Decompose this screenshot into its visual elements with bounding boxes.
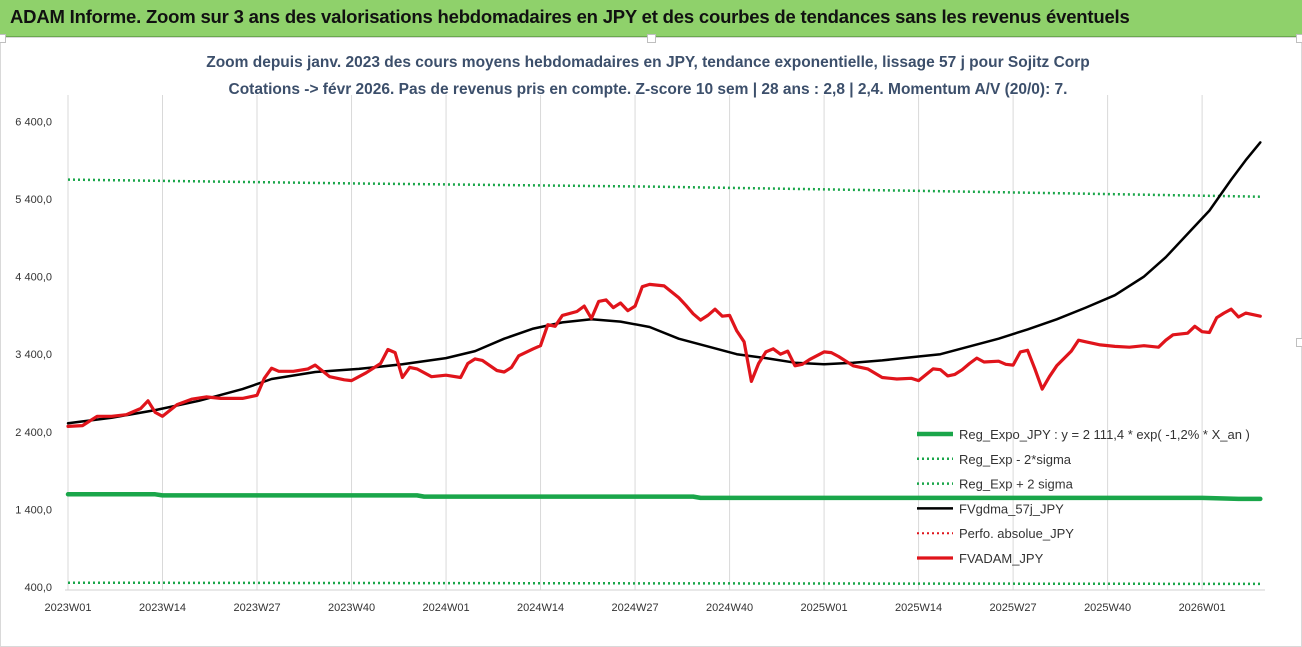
x-tick-label: 2024W27 — [612, 602, 659, 614]
chart-title-line-1: Zoom depuis janv. 2023 des cours moyens … — [206, 54, 1089, 71]
y-tick-label: 6 400,0 — [15, 116, 52, 128]
x-tick-label: 2024W14 — [517, 602, 564, 614]
y-axis-tick-labels: 400,0 1 400,0 2 400,0 3 400,0 4 400,0 5 400,0… — [15, 116, 52, 594]
series-lines — [65, 141, 1263, 586]
chart-title-line-2: Cotations -> févr 2026. Pas de revenus p… — [229, 81, 1068, 98]
x-tick-label: 2024W01 — [422, 602, 469, 614]
y-tick-label: 1 400,0 — [15, 504, 52, 516]
legend-label: Reg_Exp + 2 sigma — [959, 477, 1074, 492]
x-axis-tick-labels: 2023W01 2023W14 2023W27 2023W40 2024W01 2024W… — [44, 602, 1225, 614]
series-fvadam-line — [66, 282, 1262, 428]
legend-label: Reg_Expo_JPY : y = 2 111,4 * exp( -1,2% … — [959, 427, 1250, 442]
y-tick-label: 3 400,0 — [15, 349, 52, 361]
x-tick-label: 2023W27 — [233, 602, 280, 614]
legend: Reg_Expo_JPY : y = 2 111,4 * exp( -1,2% … — [917, 427, 1250, 566]
legend-label: FVgdma_57j_JPY — [959, 501, 1064, 516]
banner-title: ADAM Informe. Zoom sur 3 ans des valoris… — [10, 6, 1130, 27]
x-tick-label: 2025W27 — [990, 602, 1037, 614]
x-tick-label: 2025W01 — [801, 602, 848, 614]
resize-handle-top-right[interactable] — [1296, 34, 1302, 43]
y-tick-label: 4 400,0 — [15, 272, 52, 284]
vertical-gridlines — [67, 95, 1203, 590]
legend-label: FVADAM_JPY — [959, 551, 1044, 566]
x-tick-label: 2026W01 — [1179, 602, 1226, 614]
x-tick-label: 2023W01 — [44, 602, 91, 614]
legend-label: Reg_Exp - 2*sigma — [959, 452, 1072, 467]
y-tick-label: 400,0 — [24, 582, 52, 594]
series-fvgdma-line — [66, 141, 1262, 425]
banner: ADAM Informe. Zoom sur 3 ans des valoris… — [0, 0, 1302, 37]
x-tick-label: 2025W14 — [895, 602, 942, 614]
x-tick-label: 2023W14 — [139, 602, 186, 614]
series-reg-expo-line — [65, 492, 1263, 502]
y-tick-label: 2 400,0 — [15, 427, 52, 439]
series-reg-minus-2sigma-line — [67, 581, 1261, 586]
x-tick-label: 2025W40 — [1084, 602, 1131, 614]
resize-handle-middle-right[interactable] — [1296, 338, 1302, 347]
legend-label: Perfo. absolue_JPY — [959, 526, 1074, 541]
resize-handle-top-left[interactable] — [0, 34, 6, 43]
series-reg-plus-2sigma-line — [67, 178, 1261, 198]
x-tick-label: 2023W40 — [328, 602, 375, 614]
x-tick-label: 2024W40 — [706, 602, 753, 614]
y-tick-label: 5 400,0 — [15, 194, 52, 206]
resize-handle-top-center[interactable] — [647, 34, 656, 43]
